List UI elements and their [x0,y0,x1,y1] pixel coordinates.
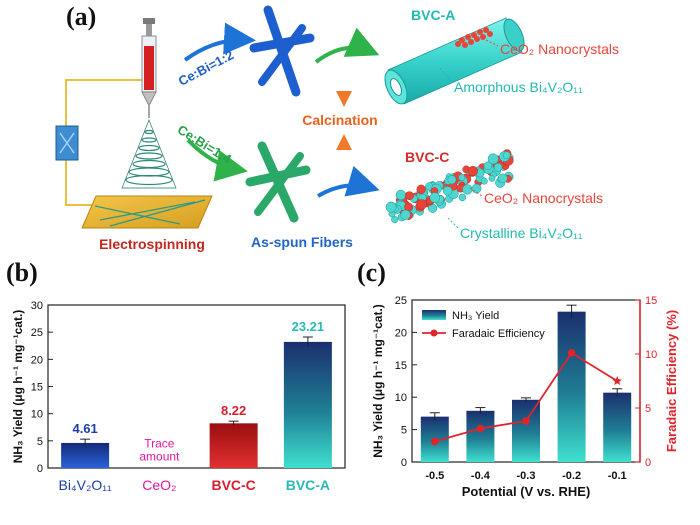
calcination-label: Calcination [302,112,377,128]
bvc-c-title: BVC-C [405,149,449,165]
ratio-bottom-label: Ce:Bi=1:4 [175,122,235,167]
y-tick-label-b: 15 [31,382,43,394]
fe-point [567,349,576,357]
data-label-b: 8.22 [221,403,246,418]
arrow-to-bvc-c [316,165,380,198]
fe-point [476,424,485,433]
y-right-axis-label-c: Faradaic Efficiency (%) [664,310,679,452]
as-spun-fibers-label: As-spun Fibers [251,234,353,250]
x-tick-label-c: -0.5 [425,470,444,482]
x-tick-label-c: -0.3 [517,470,536,482]
legend-label-fe: Faradaic Efficiency [452,328,545,340]
arrow-to-green-fibers [186,138,248,182]
legend-label-yield: NH₃ Yield [452,310,499,322]
y-left-tick-label-c: 15 [395,360,407,372]
annotation-amount: amount [139,449,180,463]
data-label-b: 23.21 [292,319,325,334]
y-left-axis-label-c: NH₃ Yield (μg h⁻¹ mg⁻¹cat.) [371,304,385,458]
y-right-tick-label-c: 0 [645,457,651,469]
electrospinning-label: Electrospinning [99,236,205,252]
ratio-top-label: Ce:Bi=1:2 [176,47,236,89]
bar-c [466,410,495,462]
x-tick-label-c: -0.4 [471,470,491,482]
panel-label-a: (a) [66,2,97,31]
bar-c [557,311,586,462]
y-right-tick-label-c: 15 [645,295,657,307]
y-tick-label-b: 0 [37,463,43,475]
y-axis-label-b: NH₃ Yield (μg h⁻¹ mg⁻¹cat.) [11,310,25,464]
panel-label-c: (c) [357,258,386,287]
annotation-trace: Trace [144,436,175,450]
green-fibers [245,141,311,223]
x-tick-label-b: BVC-A [286,477,330,493]
y-tick-label-b: 10 [31,409,43,421]
x-tick-label-b: BVC-C [211,477,255,493]
electrospinning-setup [55,18,213,229]
x-tick-label-c: -0.1 [608,470,627,482]
bar-c [512,399,540,462]
legend-swatch-yield [422,310,446,320]
bvc-c-label-ceo2: CeO₂ Nanocrystals [484,190,603,206]
x-tick-label-b: CeO₂ [142,477,176,493]
fe-point [522,417,530,425]
data-label-b: 4.61 [72,421,97,436]
y-tick-label-b: 30 [31,300,43,312]
legend-marker-fe [430,329,438,337]
bvc-c-fiber [385,149,514,224]
bar-c [603,392,632,462]
arrow-to-blue-fibers [183,22,256,62]
y-left-tick-label-c: 20 [395,327,407,339]
blue-fibers [249,5,315,97]
bvc-c-label-bivo: Crystalline Bi₄V₂O₁₁ [460,225,583,241]
y-right-tick-label-c: 5 [645,403,651,415]
bvc-a-label-bivo: Amorphous Bi₄V₂O₁₁ [454,79,583,95]
panel-label-b: (b) [6,258,38,287]
x-tick-label-b: Bi₄V₂O₁₁ [58,477,112,493]
combo-chart-c: 0 5 10 15 20 25 0 5 10 15 -0.5 -0.4 -0.3 -0.2 -0.1 NH₃ … [371,295,679,499]
x-axis-label-c: Potential (V vs. RHE) [462,484,591,499]
y-tick-label-b: 25 [31,327,43,339]
y-left-tick-label-c: 0 [401,457,407,469]
bar-b [209,423,258,468]
y-left-tick-label-c: 25 [395,295,407,307]
y-left-tick-label-c: 5 [401,425,407,437]
y-left-tick-label-c: 10 [395,392,407,404]
fe-point [612,376,622,385]
x-tick-label-c: -0.2 [562,470,581,482]
y-right-tick-label-c: 10 [645,349,657,361]
y-tick-label-b: 5 [37,436,43,448]
bvc-a-label-ceo2: CeO₂ Nanocrystals [500,41,619,57]
arrow-to-bvc-a [314,27,380,64]
bvc-a-tube [384,17,525,105]
bar-b [283,341,332,468]
bvc-a-title: BVC-A [411,7,455,23]
bar-b [61,442,110,468]
fe-point [431,437,439,446]
y-tick-label-b: 20 [31,354,43,366]
